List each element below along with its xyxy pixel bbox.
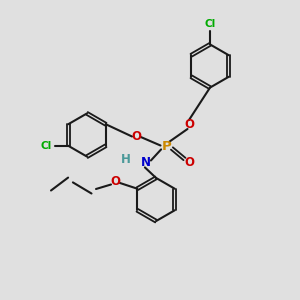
Text: P: P: [162, 140, 171, 154]
Text: O: O: [131, 130, 142, 143]
Text: Cl: Cl: [40, 141, 52, 151]
Text: H: H: [121, 153, 131, 166]
Text: Cl: Cl: [204, 20, 216, 29]
Text: N: N: [140, 155, 151, 169]
Text: O: O: [184, 118, 194, 131]
Text: O: O: [110, 175, 121, 188]
Text: O: O: [184, 155, 194, 169]
